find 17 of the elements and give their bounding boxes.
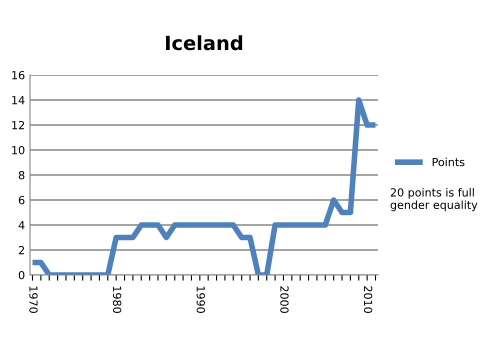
y-tick-label: 16 [12, 70, 24, 80]
x-tick-label: 1990 [196, 286, 205, 313]
x-tick-label: 1980 [112, 286, 122, 313]
y-tick-label: 6 [18, 196, 24, 204]
x-tick-label: 2000 [280, 286, 289, 313]
x-tick-label: 1970 [29, 286, 38, 313]
y-tick-label: 0 [18, 270, 24, 280]
y-tick-label: 4 [18, 221, 25, 230]
y-tick-label: 12 [12, 120, 24, 130]
y-tick-label: 10 [12, 146, 24, 154]
y-tick-label: 14 [12, 96, 25, 104]
text: 20 points is full gender equality [390, 188, 478, 212]
y-tick-label: 8 [18, 170, 24, 180]
x-tick-label: 2010 [364, 286, 372, 313]
y-tick-label: 2 [18, 246, 24, 254]
chart-title: Iceland [166, 35, 242, 50]
legend-label: Points [432, 158, 464, 166]
